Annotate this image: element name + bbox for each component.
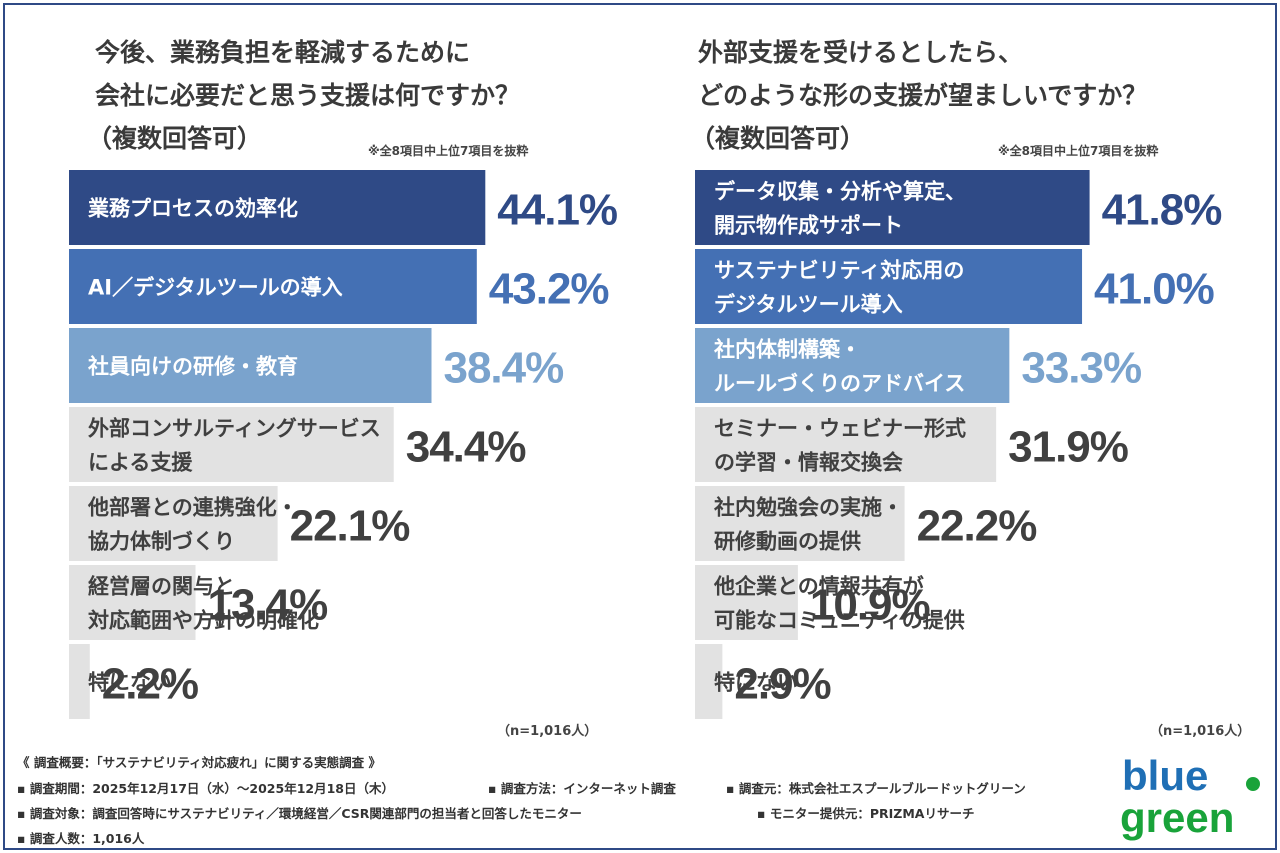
bar-label: 経営層の関与と	[88, 575, 235, 599]
bar-label: 特にない	[88, 671, 172, 695]
bar-label: 協力体制づくり	[88, 530, 235, 554]
bar	[695, 170, 1090, 245]
bar-label: 他部署との連携強化・	[87, 496, 298, 520]
survey-count: ▪ 調査人数：1,016人	[17, 831, 145, 846]
bar-label: 開示物作成サポート	[714, 214, 903, 238]
value-label: 31.9%	[1008, 423, 1128, 472]
bar	[69, 486, 278, 561]
bar	[695, 407, 997, 482]
bar	[695, 644, 723, 719]
left-bar-chart: 業務プロセスの効率化 44.1% AI／デジタルツールの導入 43.2% 社員向けの研修…	[69, 170, 618, 719]
survey-period: ▪ 調査期間：2025年12月17日（水）～2025年12月18日（木）	[17, 781, 394, 796]
logo-green-text: green	[1120, 794, 1234, 841]
bar	[695, 486, 905, 561]
value-label: 2.2%	[102, 660, 198, 709]
bar	[69, 565, 196, 640]
value-label: 44.1%	[497, 186, 617, 235]
bar	[695, 565, 798, 640]
survey-source: ▪ 調査元：株式会社エスプールブルードットグリーン	[726, 781, 1026, 796]
left-title-line-2: 会社に必要だと思う支援は何ですか？	[95, 81, 521, 110]
bar-label: 外部コンサルティングサービス	[88, 417, 381, 441]
value-label: 22.1%	[290, 502, 410, 551]
right-bar-chart: データ収集・分析や算定、開示物作成サポート 41.8% サステナビリティ対応用のデジ…	[695, 170, 1222, 719]
right-note: ※全8項目中上位7項目を抜粋	[998, 144, 1159, 158]
survey-target: ▪ 調査対象：調査回答時にサステナビリティ／環境経営／CSR関連部門の担当者と回…	[17, 806, 582, 821]
bar-label: 社内体制構築・	[713, 338, 861, 362]
bar	[69, 170, 486, 245]
bar-label: サステナビリティ対応用の	[714, 259, 964, 283]
right-chart-title: 外部支援を受けるとしたら、 どのような形の支援が望ましいですか？ （複数回答可）	[690, 31, 1148, 160]
value-label: 33.3%	[1021, 344, 1141, 393]
bar-label: デジタルツール導入	[714, 293, 903, 317]
outer-frame	[3, 3, 1277, 850]
value-label: 38.4%	[443, 344, 563, 393]
value-label: 10.9%	[810, 581, 930, 630]
bar-label: 他企業との情報共有が	[713, 575, 924, 599]
bar	[69, 249, 477, 324]
bar	[695, 249, 1083, 324]
left-title-line-3: （複数回答可）	[87, 124, 263, 153]
bar-label: 対応範囲や方針の明確化	[88, 609, 319, 633]
survey-overview: 《 調査概要：「サステナビリティ対応疲れ」に関する実態調査 》	[17, 755, 381, 770]
left-title-line-1: 今後、業務負担を軽減するために	[95, 38, 471, 67]
bar-label: 特にない	[714, 671, 798, 695]
bar-label: ルールづくりのアドバイス	[714, 372, 965, 396]
left-chart-title: 今後、業務負担を軽減するために 会社に必要だと思う支援は何ですか？ （複数回答可…	[87, 31, 521, 160]
left-sample-size: （n=1,016人）	[497, 724, 598, 739]
value-label: 43.2%	[489, 265, 609, 314]
bar	[69, 328, 432, 403]
value-label: 22.2%	[917, 502, 1037, 551]
value-label: 34.4%	[406, 423, 526, 472]
bar-label: による支援	[88, 451, 193, 475]
logo-blue-text: blue	[1122, 752, 1208, 799]
right-sample-size: （n=1,016人）	[1150, 724, 1251, 739]
value-label: 41.0%	[1094, 265, 1214, 314]
bar	[695, 328, 1010, 403]
bar-label: 社員向けの研修・教育	[87, 355, 298, 379]
right-title-line-2: どのような形の支援が望ましいですか？	[698, 81, 1148, 110]
left-note: ※全8項目中上位7項目を抜粋	[368, 144, 529, 158]
value-label: 2.9%	[734, 660, 830, 709]
bar-label: 社内勉強会の実施・	[713, 496, 903, 520]
right-title-line-1: 外部支援を受けるとしたら、	[698, 38, 1024, 67]
value-label: 41.8%	[1102, 186, 1222, 235]
bar-label: 可能なコミュニティの提供	[714, 609, 965, 633]
bar-label: AI／デジタルツールの導入	[88, 276, 343, 300]
bluegreen-logo: blue green	[1120, 752, 1260, 841]
right-title-line-3: （複数回答可）	[690, 124, 866, 153]
bar-label: 業務プロセスの効率化	[88, 197, 298, 221]
bar	[69, 644, 90, 719]
bar-label: の学習・情報交換会	[714, 451, 903, 475]
bar-label: セミナー・ウェビナー形式	[714, 417, 966, 441]
bar	[69, 407, 394, 482]
survey-method: ▪ 調査方法：インターネット調査	[488, 781, 676, 796]
bar-label: データ収集・分析や算定、	[714, 180, 966, 204]
dot-icon	[1246, 777, 1260, 791]
value-label: 13.4%	[207, 581, 327, 630]
monitor-provider: ▪ モニター提供元：PRIZMAリサーチ	[757, 806, 975, 821]
bar-label: 研修動画の提供	[714, 530, 861, 554]
